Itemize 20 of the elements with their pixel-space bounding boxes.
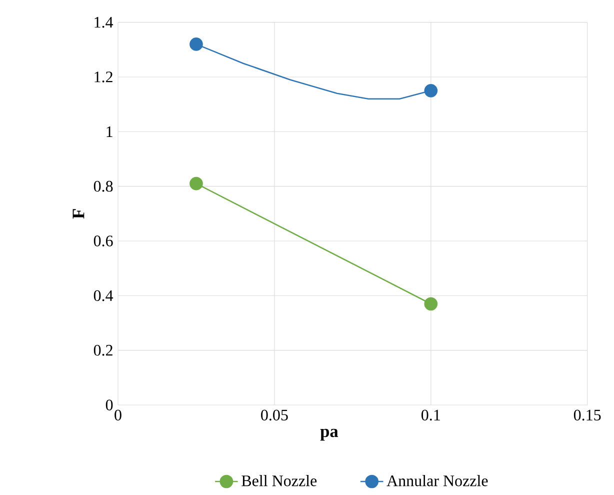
x-tick-label: 0 [114, 410, 122, 420]
x-tick-label: 0.15 [574, 410, 601, 421]
point [424, 84, 438, 98]
legend-label: Annular Nozzle [386, 474, 488, 486]
point [190, 176, 203, 190]
y-tick-label: 1.2 [94, 72, 112, 82]
x-tick-label: 0.05 [261, 410, 288, 421]
y-tick-label: 0.6 [94, 236, 113, 246]
legend-label: Bell Nozzle [242, 474, 317, 486]
y-tick-label: 1.4 [94, 16, 114, 28]
y-tick-label: 0 [106, 400, 113, 410]
y-tick-label: 0.2 [94, 344, 112, 356]
point [190, 38, 203, 51]
x-axis-title: pa [320, 428, 338, 441]
y-tick-label: 1 [106, 126, 112, 137]
x-tick-label: 0.1 [421, 410, 440, 421]
y-tick-label: 0.8 [94, 180, 113, 192]
y-tick-label: 0.4 [94, 290, 114, 302]
y-axis-title: F [72, 209, 84, 219]
point [424, 297, 438, 311]
